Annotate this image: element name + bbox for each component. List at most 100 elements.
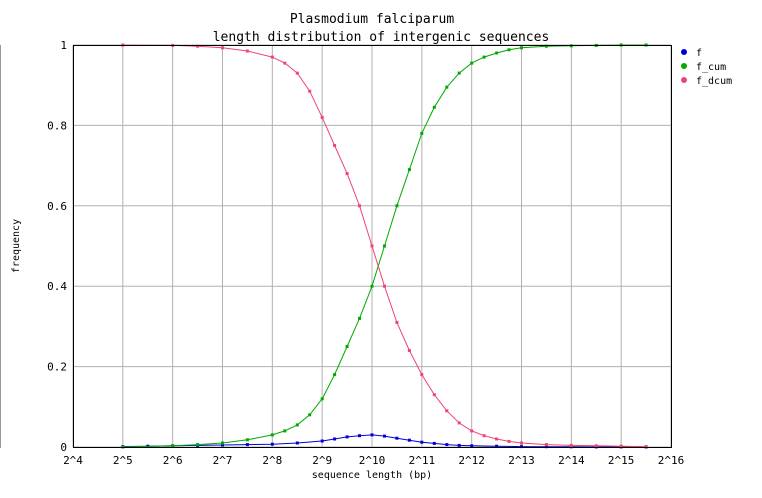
y-tick-label-2: 0.4 xyxy=(47,280,67,293)
x-tick-label-4: 2^8 xyxy=(262,454,282,467)
point-f-9 xyxy=(333,437,337,441)
point-f_cum-15 xyxy=(395,204,399,208)
x-tick-label-12: 2^16 xyxy=(658,454,685,467)
y-tick-label-4: 0.8 xyxy=(47,119,67,132)
point-f_cum-2 xyxy=(196,443,200,447)
point-f_dcum-8 xyxy=(308,89,312,93)
y-tick-label-3: 0.6 xyxy=(47,200,67,213)
point-f-12 xyxy=(370,433,374,437)
x-tick-label-11: 2^15 xyxy=(608,454,635,467)
legend-marker-f_cum xyxy=(681,63,687,69)
point-f_cum-18 xyxy=(432,105,436,109)
chart-title: Plasmodium falciparum xyxy=(290,12,455,27)
point-f_dcum-28 xyxy=(594,444,598,448)
y-tick-label-5: 1 xyxy=(60,39,67,52)
x-tick-label-8: 2^12 xyxy=(458,454,485,467)
point-f_dcum-23 xyxy=(495,437,499,441)
series-line-f xyxy=(122,434,647,448)
point-f-6 xyxy=(270,442,274,446)
point-f_cum-8 xyxy=(308,413,312,417)
point-f-16 xyxy=(420,440,424,444)
y-axis-label: frequency xyxy=(11,219,22,273)
point-f_dcum-19 xyxy=(445,409,449,413)
point-f_dcum-18 xyxy=(432,393,436,397)
point-f_dcum-24 xyxy=(507,439,511,443)
legend-marker-f xyxy=(681,49,687,55)
point-f_cum-19 xyxy=(445,85,449,89)
point-f_cum-26 xyxy=(544,44,548,48)
point-f_cum-9 xyxy=(320,397,324,401)
point-f-7 xyxy=(295,441,299,445)
point-f-21 xyxy=(495,444,499,448)
point-f-20 xyxy=(470,444,474,448)
point-f_cum-14 xyxy=(383,244,386,248)
point-f_cum-17 xyxy=(420,131,424,135)
point-f-5 xyxy=(245,443,249,447)
point-f_dcum-6 xyxy=(283,61,287,65)
point-f_cum-22 xyxy=(482,55,486,59)
point-f_cum-3 xyxy=(221,441,224,445)
point-f_cum-23 xyxy=(495,51,499,55)
legend-marker-f_dcum xyxy=(681,77,687,83)
point-f_dcum-14 xyxy=(383,284,386,288)
point-f_dcum-16 xyxy=(407,349,411,352)
point-f_cum-21 xyxy=(470,61,474,65)
point-f_cum-25 xyxy=(520,46,523,50)
point-f_dcum-5 xyxy=(270,55,274,59)
point-f_cum-20 xyxy=(457,71,461,75)
x-tick-label-1: 2^5 xyxy=(113,454,133,467)
plot-frame xyxy=(73,45,672,448)
series-f xyxy=(121,433,648,449)
point-f-14 xyxy=(395,436,399,440)
point-f-13 xyxy=(383,434,386,438)
x-tick-label-9: 2^13 xyxy=(508,454,535,467)
legend-label-f_cum: f_cum xyxy=(696,62,726,73)
legend-label-f_dcum: f_dcum xyxy=(696,76,732,87)
chart-subtitle: length distribution of intergenic sequen… xyxy=(213,30,550,45)
point-f_dcum-30 xyxy=(644,445,648,449)
point-f_dcum-29 xyxy=(619,444,623,448)
point-f_dcum-11 xyxy=(345,172,349,176)
point-f_cum-4 xyxy=(245,438,249,442)
point-f_cum-12 xyxy=(358,316,361,320)
point-f_dcum-3 xyxy=(221,46,224,50)
x-tick-label-7: 2^11 xyxy=(409,454,436,467)
x-tick-label-6: 2^10 xyxy=(359,454,386,467)
series-f_cum xyxy=(121,43,648,449)
point-f_dcum-17 xyxy=(420,373,424,377)
legend: f f_cum f_dcum xyxy=(681,48,732,87)
point-f-8 xyxy=(320,439,324,443)
point-f-22 xyxy=(520,445,523,449)
point-f-23 xyxy=(544,445,548,449)
point-f_dcum-4 xyxy=(245,49,249,53)
x-tick-label-5: 2^9 xyxy=(312,454,332,467)
y-tick-label-1: 0.2 xyxy=(47,361,67,374)
point-f_dcum-22 xyxy=(482,434,486,438)
point-f_dcum-27 xyxy=(569,443,573,447)
point-f_cum-1 xyxy=(171,444,175,448)
point-f_dcum-20 xyxy=(457,421,461,425)
point-f_dcum-25 xyxy=(520,441,523,445)
legend-label-f: f xyxy=(696,48,702,59)
y-tick-label-0: 0 xyxy=(60,441,67,454)
point-f-4 xyxy=(221,443,224,447)
point-f_dcum-15 xyxy=(395,320,399,324)
y-tick-labels: 0 0.2 0.4 0.6 0.8 1 xyxy=(47,39,67,454)
point-f_cum-13 xyxy=(370,284,374,288)
x-tick-label-3: 2^7 xyxy=(213,454,233,467)
point-f_dcum-12 xyxy=(358,204,361,208)
point-f_dcum-7 xyxy=(295,71,299,75)
x-tick-label-10: 2^14 xyxy=(558,454,585,467)
point-f_cum-16 xyxy=(407,168,411,172)
point-f_dcum-13 xyxy=(370,244,374,248)
point-f_cum-7 xyxy=(295,423,299,427)
x-axis-label: sequence length (bp) xyxy=(312,470,432,481)
point-f_dcum-26 xyxy=(544,443,548,447)
point-f-11 xyxy=(358,434,361,438)
point-f_dcum-9 xyxy=(320,115,324,119)
point-f_cum-11 xyxy=(345,345,349,348)
x-tick-labels: 2^4 2^5 2^6 2^7 2^8 2^9 2^10 2^11 2^12 2^13 2^14 2^… xyxy=(63,454,684,467)
point-f_cum-6 xyxy=(283,429,287,433)
x-tick-label-2: 2^6 xyxy=(163,454,183,467)
